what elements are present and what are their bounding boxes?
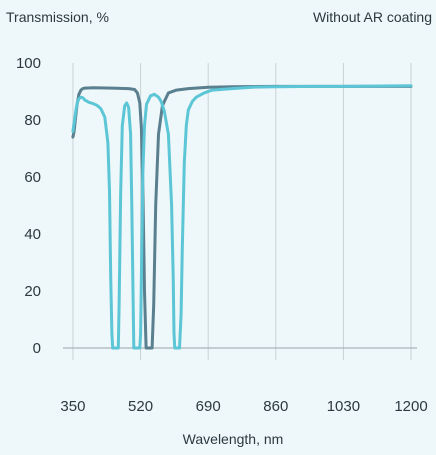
y-tick-label: 40 xyxy=(24,226,41,243)
x-tick-label: 1200 xyxy=(394,398,427,415)
y-tick-label: 0 xyxy=(33,340,41,357)
x-tick-label: 690 xyxy=(196,398,221,415)
y-tick-label: 60 xyxy=(24,169,41,186)
chart-annotation: Without AR coating xyxy=(313,9,432,25)
x-tick-label: 520 xyxy=(128,398,153,415)
series-line-1 xyxy=(71,84,413,350)
x-tick-label: 1030 xyxy=(327,398,360,415)
x-axis-title: Wavelength, nm xyxy=(183,431,284,447)
x-tick-label: 860 xyxy=(263,398,288,415)
grid xyxy=(63,63,417,360)
y-tick-label: 80 xyxy=(24,112,41,129)
y-tick-label: 20 xyxy=(24,283,41,300)
y-tick-labels: 0 20 40 60 80 100 xyxy=(16,55,41,357)
x-tick-label: 350 xyxy=(60,398,85,415)
y-axis-title: Transmission, % xyxy=(6,9,109,25)
series-layer xyxy=(71,84,413,350)
x-tick-labels: 350 520 690 860 1030 1200 xyxy=(60,398,427,415)
series-line-2 xyxy=(71,84,413,350)
y-tick-label: 100 xyxy=(16,55,41,72)
